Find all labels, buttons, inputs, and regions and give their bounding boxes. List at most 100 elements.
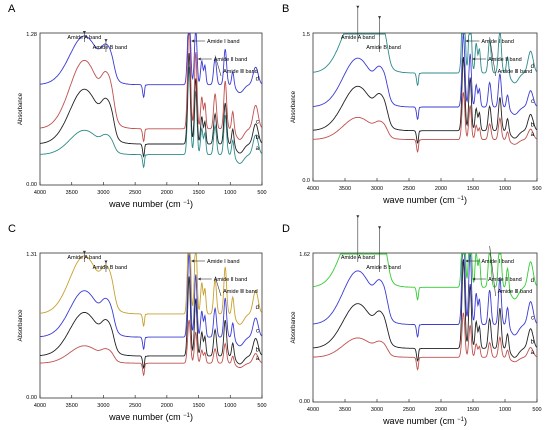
amide-2-arrowhead [472, 57, 476, 61]
y-tick-label-top: 1.62 [299, 252, 310, 258]
x-axis-label: wave number (cm −1) [108, 412, 193, 422]
series-label-a: a [256, 146, 260, 152]
amide-1-label: Amide Ⅰ band [207, 39, 240, 45]
amide-2-label: Amide Ⅱ band [214, 277, 248, 283]
amide-2-label: Amide Ⅱ band [214, 57, 248, 63]
x-tick-label: 3000 [97, 190, 109, 196]
amide-1-label: Amide Ⅰ band [481, 39, 514, 45]
amide-1-arrowhead [191, 259, 195, 263]
series-line-d [40, 33, 263, 99]
y-tick-label-bottom: 0.00 [26, 182, 37, 188]
series-line-c [39, 33, 263, 143]
series-line-d [40, 253, 263, 328]
plot-frame [39, 32, 263, 186]
x-tick-label: 1500 [192, 403, 204, 409]
x-axis-label: wave number (cm −1) [108, 199, 193, 209]
plot-frame [39, 252, 263, 399]
series-label-d: d [256, 76, 259, 82]
x-tick-label: 3000 [97, 403, 109, 409]
x-tick-label: 3500 [339, 186, 351, 192]
x-tick-label: 3500 [339, 407, 351, 413]
x-tick-label: 4000 [307, 186, 319, 192]
x-tick-label: 4000 [307, 407, 319, 413]
x-tick-label: 2500 [403, 407, 415, 413]
x-tick-label: 1000 [499, 407, 511, 413]
y-tick-label-bottom: 0.00 [26, 395, 37, 401]
series-line-b [313, 259, 538, 362]
amide-b-label: Amide B band [93, 265, 128, 271]
x-axis-label: wave number (cm −1) [382, 195, 467, 205]
x-tick-label: 3000 [371, 407, 383, 413]
series-label-c: c [256, 120, 259, 126]
series-line-c [313, 33, 538, 121]
x-axis-label: wave number (cm −1) [382, 416, 467, 426]
y-axis-label: Absorbance [291, 311, 297, 344]
amide-3-label: Amide Ⅲ band [223, 69, 258, 75]
x-tick-label: 2500 [129, 403, 141, 409]
amide-a-label: Amide A band [67, 255, 101, 261]
y-tick-label-top: 1.5 [302, 32, 310, 38]
panel-B: B 4000 3500 3000 2500 2000 1500 1000 500 1.5 0.0 wa… [282, 3, 542, 205]
series-line-b [313, 56, 538, 144]
x-tick-label: 1500 [192, 190, 204, 196]
x-tick-label: 2000 [435, 407, 447, 413]
amide-3-label: Amide Ⅲ band [498, 289, 533, 295]
panel-label: B [282, 3, 289, 15]
x-tick-label: 4000 [34, 190, 46, 196]
x-tick-label: 3500 [66, 403, 78, 409]
amide-a-arrowhead [356, 215, 360, 219]
y-tick-label-top: 1.28 [26, 32, 37, 38]
y-axis-label: Absorbance [18, 92, 24, 125]
series-label-c: c [531, 99, 534, 105]
x-tick-label: 2000 [161, 190, 173, 196]
series-label-a: a [531, 132, 535, 138]
y-axis-label: Absorbance [18, 309, 24, 342]
amide-1-arrowhead [465, 39, 469, 43]
series-label-c: c [256, 329, 259, 335]
x-tick-label: 2000 [161, 403, 173, 409]
amide-a-label: Amide A band [341, 35, 375, 41]
amide-1-arrowhead [465, 259, 469, 263]
amide-3-arrow [214, 55, 222, 77]
panel-label: A [8, 3, 16, 15]
x-tick-label: 2000 [435, 186, 447, 192]
amide-b-arrowhead [378, 16, 382, 20]
x-tick-label: 3500 [66, 190, 78, 196]
x-tick-label: 3000 [371, 186, 383, 192]
series-line-d [312, 253, 538, 301]
series-label-a: a [531, 350, 535, 356]
plot-frame [312, 32, 538, 182]
amide-a-arrowhead [356, 5, 360, 9]
x-tick-label: 1500 [467, 186, 479, 192]
series-label-c: c [531, 315, 534, 321]
x-tick-label: 2500 [403, 186, 415, 192]
series-line-a [313, 312, 537, 371]
panel-label: C [8, 223, 16, 235]
x-tick-label: 2500 [129, 190, 141, 196]
amide-3-arrow [489, 245, 496, 297]
amide-3-arrow [489, 37, 496, 77]
x-tick-label: 500 [257, 190, 266, 196]
amide-1-label: Amide Ⅰ band [481, 259, 514, 265]
panel-A: A 4000 3500 3000 2500 2000 1500 1000 500 1.28 0.00… [8, 3, 267, 209]
amide-a-arrowhead [82, 31, 86, 35]
series-label-b: b [256, 135, 260, 141]
amide-b-arrowhead [104, 39, 108, 43]
series-label-b: b [256, 348, 260, 354]
amide-b-label: Amide B band [93, 45, 128, 51]
series-line-c [40, 253, 263, 351]
series-line-a [313, 92, 537, 153]
x-tick-label: 1000 [499, 186, 511, 192]
y-tick-label-bottom: 0.0 [302, 178, 310, 184]
x-tick-label: 1500 [467, 407, 479, 413]
panel-C: C 4000 3500 3000 2500 2000 1500 1000 500 1.31 0.00… [8, 223, 267, 422]
series-line-b [40, 53, 263, 158]
amide-2-label: Amide Ⅱ band [488, 57, 522, 63]
series-label-d: d [531, 64, 534, 70]
panel-label: D [282, 223, 290, 235]
series-line-b [40, 276, 263, 370]
series-label-b: b [531, 340, 535, 346]
x-tick-label: 4000 [34, 403, 46, 409]
y-tick-label-top: 1.31 [26, 252, 37, 258]
